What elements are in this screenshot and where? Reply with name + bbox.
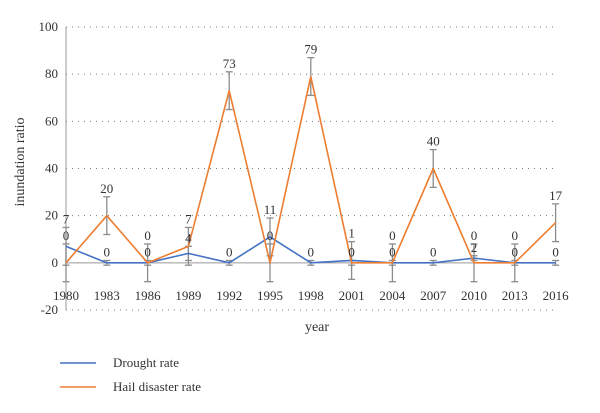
data-label-hail: 0 [144, 244, 151, 259]
data-label-hail: 0 [267, 228, 274, 243]
series-lines [65, 75, 557, 264]
data-label-drought: 11 [264, 202, 277, 217]
data-label-hail: 0 [63, 228, 70, 243]
y-tick-label: 80 [45, 66, 58, 81]
y-tick-label: 20 [45, 208, 58, 223]
data-label-drought: 0 [308, 244, 315, 259]
data-label-hail: 79 [304, 42, 317, 57]
y-tick-label: 100 [39, 19, 59, 34]
x-tick-label: 1986 [135, 288, 162, 303]
x-tick-label: 1980 [53, 288, 79, 303]
data-label-hail: 40 [427, 134, 440, 149]
legend: Drought rate Hail disaster rate [60, 355, 201, 394]
data-label-drought: 0 [144, 228, 151, 243]
y-axis-title: inundation ratio [13, 117, 28, 206]
x-tick-label: 1989 [175, 288, 201, 303]
legend-item-drought: Drought rate [60, 355, 179, 370]
data-label-drought: 0 [430, 244, 437, 259]
y-tick-label: 60 [45, 113, 58, 128]
data-label-drought: 1 [348, 226, 355, 241]
data-label-hail: 20 [100, 181, 113, 196]
x-tick-label: 1992 [216, 288, 242, 303]
data-label-drought: 4 [185, 230, 192, 245]
y-tick-label: -20 [41, 302, 58, 317]
x-tick-label: 2013 [502, 288, 528, 303]
data-label-hail: 0 [471, 228, 478, 243]
data-label-drought: 7 [63, 211, 70, 226]
data-label-drought: 0 [389, 228, 396, 243]
x-tick-label: 2007 [420, 288, 447, 303]
data-label-drought: 0 [512, 228, 519, 243]
x-tick-label: 2001 [339, 288, 365, 303]
legend-label-drought: Drought rate [113, 355, 179, 370]
data-label-hail: 17 [549, 188, 563, 203]
data-label-hail: 0 [348, 244, 355, 259]
data-label-hail: 7 [185, 211, 192, 226]
y-tick-label: 0 [52, 255, 59, 270]
data-label-drought: 0 [552, 244, 559, 259]
legend-item-hail: Hail disaster rate [60, 379, 201, 394]
y-tick-labels: -20 0 20 40 60 80 100 [39, 19, 59, 317]
x-tick-label: 1998 [298, 288, 324, 303]
x-tick-label: 2010 [461, 288, 487, 303]
data-label-hail: 0 [389, 244, 396, 259]
data-label-drought: 0 [104, 244, 111, 259]
legend-label-hail: Hail disaster rate [113, 379, 201, 394]
x-tick-label: 2016 [543, 288, 570, 303]
data-label-drought: 2 [471, 240, 478, 255]
x-axis-title: year [305, 320, 329, 335]
x-tick-label: 1995 [257, 288, 283, 303]
x-tick-labels: 1980 1983 1986 1989 1992 1995 1998 2001 2004 2007… [53, 288, 569, 303]
data-label-hail: 0 [512, 244, 519, 259]
data-label-drought: 0 [226, 244, 233, 259]
x-tick-label: 2004 [379, 288, 406, 303]
y-tick-label: 40 [45, 161, 58, 176]
series-line-hail [65, 75, 557, 264]
x-tick-label: 1983 [94, 288, 120, 303]
data-label-hail: 73 [223, 56, 236, 71]
